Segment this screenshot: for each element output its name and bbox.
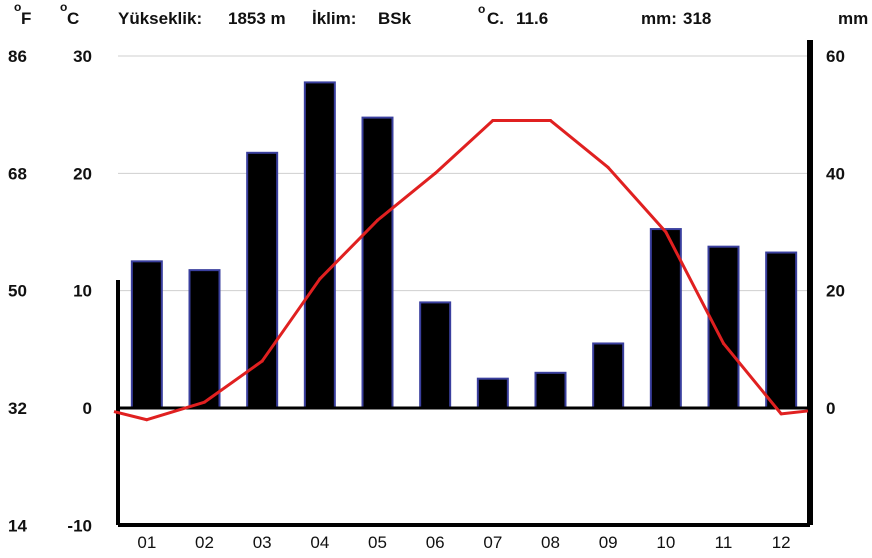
- precip-bar-04: [303, 81, 336, 410]
- temp-point-08: [549, 119, 552, 123]
- month-tick-06: 06: [426, 533, 445, 552]
- precip-bar-05: [361, 116, 394, 409]
- month-tick-04: 04: [310, 533, 329, 552]
- precip-bar-11: [707, 245, 740, 409]
- precip-bar-09: [592, 342, 625, 410]
- climate-label: İklim:: [312, 9, 356, 28]
- gridlines: [118, 55, 810, 526]
- precip-label: mm:: [641, 9, 677, 28]
- month-tick-03: 03: [253, 533, 272, 552]
- temp-point-01: [145, 418, 149, 422]
- celsius-tick-1: 20: [73, 164, 92, 183]
- temp-point-09: [606, 165, 610, 169]
- fahrenheit-tick-0: 86: [8, 47, 27, 66]
- temp-point-06: [433, 171, 437, 175]
- fahrenheit-tick-4: 14: [8, 516, 27, 535]
- temperature-line: [113, 119, 809, 422]
- tick-labels: 30 20 10 0 -10 86 68 50 32 14 60 40 20 0 01 02 03 04 05 06 0…: [8, 47, 845, 552]
- temp-point-04: [318, 277, 322, 281]
- mm-tick-0: 60: [826, 47, 845, 66]
- precip-total: 318: [683, 9, 711, 28]
- fahrenheit-tick-2: 50: [8, 282, 27, 301]
- precip-bar-12: [765, 251, 798, 409]
- mean-temperature: 11.6: [516, 9, 548, 28]
- celsius-unit: C: [67, 9, 79, 28]
- mm-tick-1: 40: [826, 164, 845, 183]
- celsius-tick-2: 10: [73, 282, 92, 301]
- elevation-label: Yükseklik:: [118, 9, 202, 28]
- month-tick-09: 09: [599, 533, 618, 552]
- precip-unit: mm: [838, 9, 868, 28]
- mm-tick-2: 20: [826, 282, 845, 301]
- precip-bar-08: [534, 371, 567, 409]
- temp-point-10: [664, 230, 668, 234]
- fahrenheit-unit: F: [21, 9, 31, 28]
- mm-tick-3: 0: [826, 399, 835, 418]
- header-temp-degree: o: [478, 2, 485, 16]
- precip-bar-01: [130, 260, 163, 410]
- fahrenheit-degree: o: [14, 0, 21, 14]
- month-tick-02: 02: [195, 533, 214, 552]
- temp-point-07: [491, 119, 495, 123]
- month-tick-12: 12: [772, 533, 791, 552]
- month-tick-05: 05: [368, 533, 387, 552]
- precip-bar-06: [419, 301, 452, 409]
- celsius-tick-4: -10: [67, 516, 92, 535]
- celsius-tick-0: 30: [73, 47, 92, 66]
- precip-bar-03: [246, 151, 279, 409]
- celsius-tick-3: 0: [83, 399, 92, 418]
- month-tick-10: 10: [656, 533, 675, 552]
- month-tick-01: 01: [137, 533, 156, 552]
- header-temp-unit: C.: [487, 9, 504, 28]
- climate-value: BSk: [378, 9, 412, 28]
- month-tick-08: 08: [541, 533, 560, 552]
- precip-bar-02: [188, 269, 221, 409]
- temp-point-11: [722, 341, 725, 345]
- fahrenheit-tick-1: 68: [8, 164, 27, 183]
- temp-point-12: [779, 412, 783, 416]
- temp-point-05: [376, 218, 379, 222]
- elevation-value: 1853 m: [228, 9, 286, 28]
- month-tick-07: 07: [483, 533, 502, 552]
- fahrenheit-tick-3: 32: [8, 399, 27, 418]
- temp-point-03: [260, 359, 264, 363]
- precipitation-bars: [130, 81, 798, 410]
- precip-bar-07: [476, 377, 509, 409]
- celsius-degree: o: [60, 0, 67, 14]
- precip-bar-10: [649, 228, 682, 409]
- axes: [116, 40, 813, 527]
- temperature-series: [113, 119, 809, 422]
- temp-point-02: [203, 400, 206, 404]
- month-tick-11: 11: [715, 533, 733, 552]
